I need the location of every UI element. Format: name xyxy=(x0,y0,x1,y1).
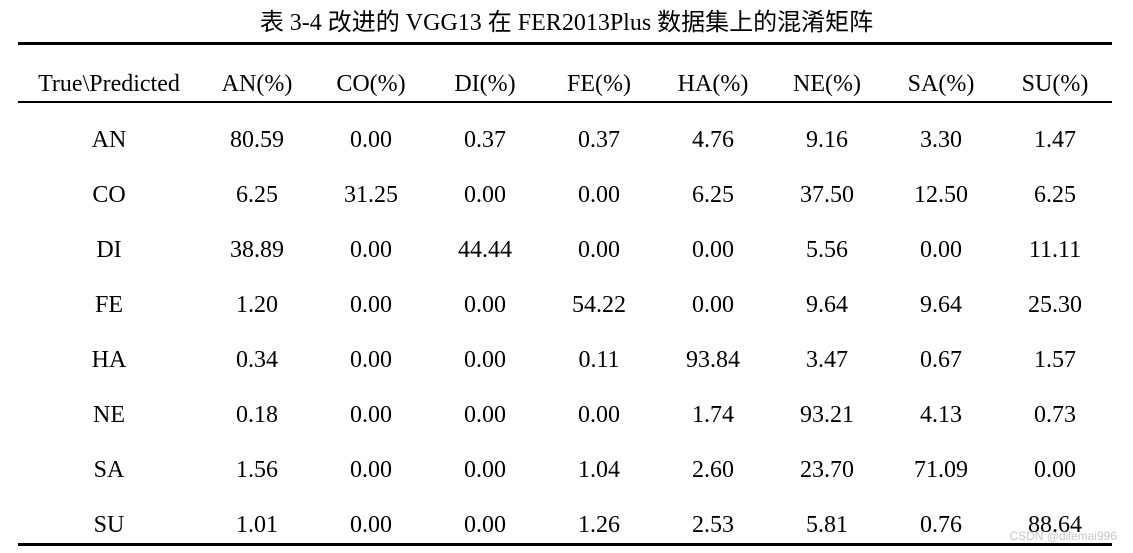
table-cell: 2.60 xyxy=(692,457,734,483)
diagonal-cell: 93.21 xyxy=(800,402,854,428)
table-row: CO 6.25 31.25 0.00 0.00 6.25 37.50 12.50 6.25 xyxy=(18,168,1112,223)
table-cell: 1.26 xyxy=(578,512,620,538)
row-label: FE xyxy=(94,292,123,318)
table-cell: 0.00 xyxy=(350,402,392,428)
table-row: SA 1.56 0.00 0.00 1.04 2.60 23.70 71.09 0.00 xyxy=(18,443,1112,498)
table-cell: 0.00 xyxy=(578,237,620,263)
diagonal-cell: 71.09 xyxy=(914,457,968,483)
diagonal-cell: 80.59 xyxy=(230,127,284,153)
table-cell: 0.00 xyxy=(350,127,392,153)
table-body: AN 80.59 0.00 0.37 0.37 4.76 9.16 3.30 1.47 CO 6.2… xyxy=(18,104,1112,553)
bottom-rule xyxy=(18,543,1112,546)
table-cell: 5.56 xyxy=(806,237,848,263)
confusion-matrix-table: True\Predicted AN(%) CO(%) DI(%) FE(%) HA(%)… xyxy=(18,0,1112,553)
row-label: HA xyxy=(91,347,127,373)
table-cell: 0.73 xyxy=(1034,402,1076,428)
table-cell: 2.53 xyxy=(692,512,734,538)
header-rule xyxy=(18,101,1112,103)
table-row: AN 80.59 0.00 0.37 0.37 4.76 9.16 3.30 1.47 xyxy=(18,104,1112,168)
table-cell: 0.37 xyxy=(464,127,506,153)
diagonal-cell: 93.84 xyxy=(686,347,740,373)
table-cell: 0.00 xyxy=(350,457,392,483)
table-cell: 1.74 xyxy=(692,402,734,428)
table-cell: 4.13 xyxy=(920,402,962,428)
column-header: HA(%) xyxy=(677,71,749,97)
table-cell: 23.70 xyxy=(800,457,854,483)
table-cell: 0.34 xyxy=(236,347,278,373)
table-row: FE 1.20 0.00 0.00 54.22 0.00 9.64 9.64 25.30 xyxy=(18,278,1112,333)
table-cell: 37.50 xyxy=(800,182,854,208)
row-label: SU xyxy=(93,512,125,538)
row-label: AN xyxy=(91,127,127,153)
table-cell: 3.47 xyxy=(806,347,848,373)
table-cell: 0.00 xyxy=(692,292,734,318)
row-label: CO xyxy=(92,182,126,208)
column-header: SU(%) xyxy=(1021,71,1089,97)
table-caption: 表 3-4 改进的 VGG13 在 FER2013Plus 数据集上的混淆矩阵 xyxy=(259,10,874,36)
table-cell: 1.04 xyxy=(578,457,620,483)
corner-header: True\Predicted xyxy=(38,71,180,97)
diagonal-cell: 44.44 xyxy=(458,237,512,263)
table-header-row: True\Predicted AN(%) CO(%) DI(%) FE(%) HA(%)… xyxy=(18,0,1112,104)
table-cell: 1.47 xyxy=(1034,127,1076,153)
diagonal-cell: 54.22 xyxy=(572,292,626,318)
table-cell: 0.00 xyxy=(464,402,506,428)
table-cell: 0.00 xyxy=(578,402,620,428)
table-cell: 9.64 xyxy=(806,292,848,318)
column-header: FE(%) xyxy=(567,71,631,97)
table-cell: 0.00 xyxy=(464,182,506,208)
table-cell: 4.76 xyxy=(692,127,734,153)
table-cell: 0.11 xyxy=(578,347,620,373)
table-cell: 0.00 xyxy=(350,292,392,318)
table-cell: 38.89 xyxy=(230,237,284,263)
table-cell: 0.67 xyxy=(920,347,962,373)
table-cell: 0.00 xyxy=(578,182,620,208)
table-cell: 0.00 xyxy=(464,347,506,373)
table-cell: 0.76 xyxy=(920,512,962,538)
watermark: CSDN @dilemai996 xyxy=(1009,529,1117,543)
table-cell: 0.00 xyxy=(350,512,392,538)
table-cell: 6.25 xyxy=(1034,182,1076,208)
diagonal-cell: 31.25 xyxy=(344,182,398,208)
table-cell: 6.25 xyxy=(692,182,734,208)
table-cell: 0.00 xyxy=(692,237,734,263)
table-cell: 0.18 xyxy=(236,402,278,428)
table-cell: 3.30 xyxy=(920,127,962,153)
table-cell: 12.50 xyxy=(914,182,968,208)
table-cell: 1.57 xyxy=(1034,347,1076,373)
column-header: AN(%) xyxy=(221,71,293,97)
row-label: DI xyxy=(96,237,122,263)
table-cell: 0.37 xyxy=(578,127,620,153)
table-cell: 6.25 xyxy=(236,182,278,208)
row-label: NE xyxy=(93,402,125,428)
table-cell: 5.81 xyxy=(806,512,848,538)
table-cell: 0.00 xyxy=(350,347,392,373)
table-cell: 0.00 xyxy=(464,292,506,318)
row-label: SA xyxy=(93,457,125,483)
table-row: HA 0.34 0.00 0.00 0.11 93.84 3.47 0.67 1.57 xyxy=(18,333,1112,388)
table-row: NE 0.18 0.00 0.00 0.00 1.74 93.21 4.13 0.73 xyxy=(18,388,1112,443)
column-header: NE(%) xyxy=(793,71,861,97)
table-row: SU 1.01 0.00 0.00 1.26 2.53 5.81 0.76 88.64 xyxy=(18,498,1112,553)
table-row: DI 38.89 0.00 44.44 0.00 0.00 5.56 0.00 11.11 xyxy=(18,223,1112,278)
table-cell: 9.64 xyxy=(920,292,962,318)
table-cell: 0.00 xyxy=(1034,457,1076,483)
top-rule xyxy=(18,42,1112,45)
table-cell: 1.01 xyxy=(236,512,278,538)
table-cell: 1.56 xyxy=(236,457,278,483)
table-cell: 25.30 xyxy=(1028,292,1082,318)
column-header: CO(%) xyxy=(336,71,406,97)
table-cell: 0.00 xyxy=(464,512,506,538)
table-cell: 1.20 xyxy=(236,292,278,318)
table-cell: 0.00 xyxy=(920,237,962,263)
diagonal-cell: 88.64 xyxy=(1028,512,1082,538)
column-header: DI(%) xyxy=(454,71,516,97)
table-cell: 11.11 xyxy=(1028,237,1082,263)
column-header: SA(%) xyxy=(907,71,975,97)
table-cell: 9.16 xyxy=(806,127,848,153)
table-cell: 0.00 xyxy=(350,237,392,263)
table-cell: 0.00 xyxy=(464,457,506,483)
